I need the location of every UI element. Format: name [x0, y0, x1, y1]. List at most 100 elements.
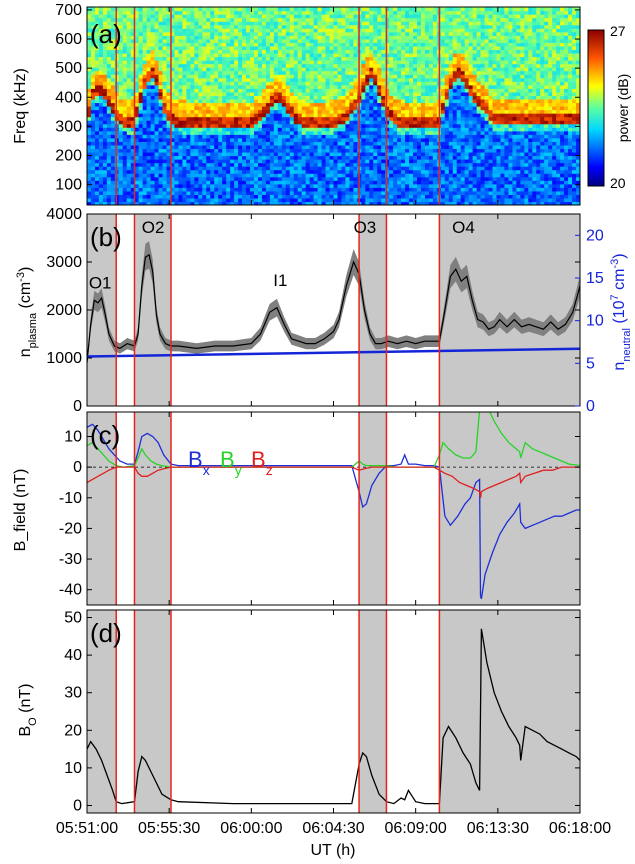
heatmap-cell [162, 148, 168, 153]
heatmap-cell [202, 21, 207, 26]
heatmap-cell [377, 194, 382, 199]
heatmap-cell [373, 88, 378, 93]
heatmap-cell [218, 144, 223, 150]
heatmap-cell [98, 144, 104, 150]
heatmap-cell [345, 17, 351, 22]
heatmap-cell [150, 88, 156, 93]
heatmap-cell [405, 70, 410, 75]
heatmap-cell [428, 98, 434, 104]
heatmap-cell [353, 21, 358, 26]
heatmap-cell [373, 91, 378, 96]
heatmap-cell [174, 91, 180, 96]
heatmap-cell [210, 56, 215, 61]
heatmap-cell [325, 187, 331, 192]
heatmap-cell [349, 144, 354, 150]
heatmap-cell [265, 45, 271, 51]
heatmap-cell [178, 148, 184, 153]
heatmap-cell [377, 127, 382, 132]
heatmap-cell [273, 35, 279, 40]
heatmap-cell [345, 84, 351, 89]
heatmap-cell [206, 148, 211, 153]
heatmap-cell [325, 17, 331, 22]
heatmap-cell [150, 21, 156, 26]
heatmap-cell [198, 38, 203, 43]
heatmap-cell [269, 187, 275, 192]
heatmap-cell [194, 70, 199, 75]
heatmap-cell [234, 21, 239, 26]
heatmap-cell [289, 183, 295, 188]
heatmap-cell [265, 10, 271, 15]
heatmap-cell [106, 151, 112, 157]
heatmap-cell [170, 45, 176, 51]
heatmap-cell [214, 49, 219, 54]
heatmap-cell [226, 155, 231, 160]
heatmap-cell [186, 141, 191, 146]
heatmap-cell [309, 14, 315, 19]
heatmap-cell [289, 116, 295, 121]
heatmap-cell [178, 166, 184, 171]
heatmap-cell [250, 28, 255, 33]
heatmap-cell [190, 91, 195, 96]
heatmap-cell [253, 155, 259, 160]
heatmap-cell [106, 7, 112, 12]
heatmap-cell [389, 17, 394, 22]
heatmap-cell [353, 201, 358, 205]
heatmap-cell [90, 141, 96, 146]
heatmap-cell [305, 7, 311, 12]
heatmap-cell [293, 98, 299, 104]
heatmap-cell [257, 70, 263, 75]
heatmap-cell [285, 166, 291, 171]
heatmap-cell [409, 166, 414, 171]
heatmap-cell [321, 159, 327, 164]
heatmap-cell [361, 35, 366, 40]
heatmap-cell [182, 106, 187, 111]
heatmap-cell [273, 52, 279, 58]
heatmap-cell [246, 144, 251, 150]
heatmap-cell [329, 10, 335, 15]
heatmap-cell [202, 42, 207, 47]
heatmap-cell [416, 197, 422, 203]
heatmap-cell [373, 180, 378, 185]
heatmap-cell [150, 28, 156, 33]
heatmap-cell [321, 176, 327, 181]
heatmap-cell [345, 56, 351, 61]
heatmap-cell [182, 113, 187, 118]
heatmap-cell [285, 162, 291, 167]
heatmap-cell [297, 88, 303, 93]
heatmap-cell [102, 148, 108, 153]
heatmap-cell [226, 120, 231, 125]
heatmap-cell [432, 144, 438, 150]
heatmap-cell [432, 148, 438, 153]
heatmap-cell [142, 113, 148, 118]
heatmap-cell [242, 123, 247, 128]
heatmap-cell [198, 63, 203, 68]
heatmap-cell [230, 91, 235, 96]
heatmap-cell [277, 144, 283, 150]
heatmap-cell [246, 116, 251, 121]
heatmap-cell [194, 84, 199, 89]
heatmap-cell [230, 141, 235, 146]
heatmap-cell [401, 10, 406, 15]
heatmap-cell [277, 141, 283, 146]
heatmap-cell [305, 180, 311, 185]
heatmap-cell [277, 74, 283, 79]
heatmap-cell [182, 173, 187, 178]
heatmap-cell [90, 67, 96, 72]
heatmap-cell [94, 127, 100, 132]
heatmap-cell [333, 180, 339, 185]
heatmap-cell [305, 31, 311, 36]
heatmap-cell [257, 74, 263, 79]
heatmap-cell [226, 35, 231, 40]
heatmap-cell [130, 10, 136, 15]
heatmap-cell [178, 74, 184, 79]
heatmap-cell [202, 45, 207, 51]
heatmap-cell [170, 109, 176, 114]
heatmap-cell [381, 120, 386, 125]
heatmap-cell [142, 14, 148, 19]
heatmap-cell [277, 81, 283, 86]
heatmap-cell [420, 70, 426, 75]
heatmap-cell [361, 180, 366, 185]
heatmap-cell [202, 63, 207, 68]
heatmap-cell [166, 183, 172, 188]
heatmap-cell [261, 151, 267, 157]
